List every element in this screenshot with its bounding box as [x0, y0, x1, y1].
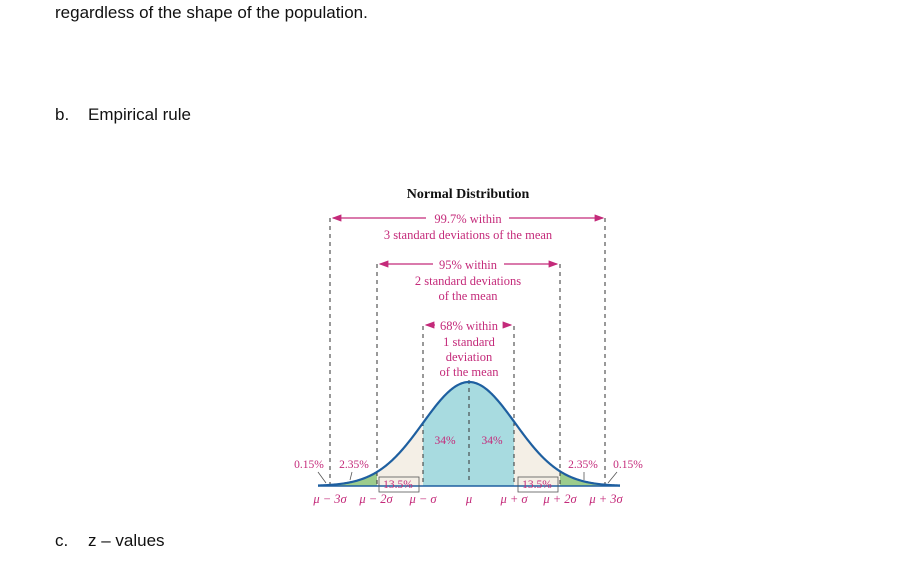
pct-far-left: 0.15% — [294, 459, 324, 471]
band1-line4: of the mean — [439, 365, 499, 379]
region-tail-left — [330, 471, 377, 486]
axis-p1: μ + σ — [499, 492, 528, 506]
axis-p2: μ + 2σ — [542, 492, 577, 506]
band2-line3: of the mean — [438, 289, 498, 303]
mid-label-boxes — [378, 476, 559, 493]
axis-m2: μ − 2σ — [358, 492, 393, 506]
pct-far-right: 0.15% — [613, 459, 643, 471]
band3-line1: 99.7% within — [434, 212, 502, 226]
region-tail-right — [560, 471, 605, 486]
leader-far-right — [607, 471, 618, 484]
list-item-text: z – values — [88, 531, 165, 550]
figure-title: Normal Distribution — [407, 187, 530, 202]
pct-mid-right: 13.5% — [522, 479, 552, 491]
mid-right-box — [517, 476, 559, 493]
leader-lines — [317, 471, 618, 484]
band-arrows — [331, 214, 605, 329]
band1-line2: 1 standard — [443, 335, 495, 349]
band2-line1: 95% within — [439, 258, 498, 272]
axis-mu: μ — [465, 492, 472, 506]
bell-curve — [317, 380, 621, 487]
pct-tail-left: 2.35% — [339, 459, 369, 471]
band3-line2: 3 standard deviations of the mean — [384, 228, 553, 242]
pct-center-left: 34% — [434, 435, 456, 447]
axis-p3: μ + 3σ — [588, 492, 623, 506]
axis-m3: μ − 3σ — [312, 492, 347, 506]
pct-mid-left: 13.5% — [383, 479, 413, 491]
leader-far-left — [317, 471, 327, 484]
list-item-text: Empirical rule — [88, 105, 191, 124]
leader-tail-left — [349, 471, 353, 481]
axis-m1: μ − σ — [408, 492, 437, 506]
list-item-z-values: c. z – values — [55, 531, 165, 551]
region-center — [423, 382, 514, 486]
list-item-empirical-rule: b. Empirical rule — [55, 105, 191, 125]
band2-line2: 2 standard deviations — [415, 274, 521, 288]
list-marker: b. — [55, 105, 70, 124]
sigma-guides — [329, 218, 606, 484]
band1-line3: deviation — [446, 350, 493, 364]
band1-line1: 68% within — [440, 319, 499, 333]
intro-text: regardless of the shape of the populatio… — [55, 3, 368, 22]
list-marker: c. — [55, 531, 69, 550]
pct-tail-right: 2.35% — [568, 459, 598, 471]
mid-left-box — [378, 476, 420, 493]
pct-center-right: 34% — [481, 435, 503, 447]
